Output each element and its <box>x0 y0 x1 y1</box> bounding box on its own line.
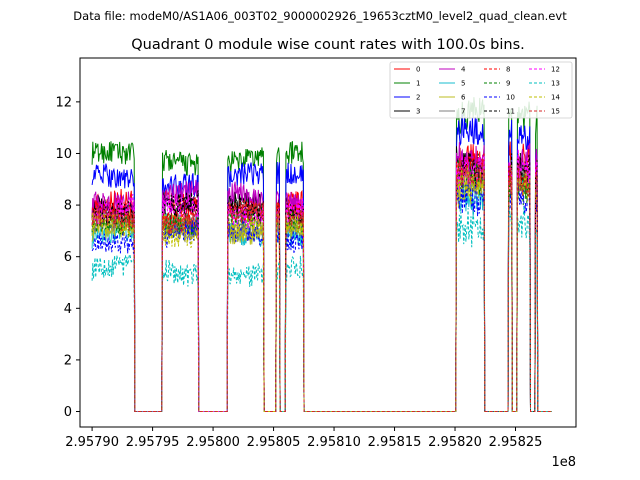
series-group <box>91 97 552 413</box>
y-tick-label: 0 <box>64 405 72 420</box>
legend-label-10: 10 <box>506 94 515 102</box>
legend-label-13: 13 <box>551 80 560 88</box>
x-tick-label: 2.95820 <box>428 435 482 450</box>
y-tick-label: 2 <box>64 353 72 368</box>
legend-label-0: 0 <box>416 66 420 74</box>
legend-label-6: 6 <box>461 94 466 102</box>
y-tick-label: 8 <box>64 199 72 214</box>
figure-suptitle: Data file: modeM0/AS1A06_003T02_90000029… <box>73 9 567 23</box>
legend-frame <box>389 61 573 119</box>
x-axis-offset-label: 1e8 <box>551 455 576 470</box>
x-tick-label: 2.95800 <box>186 435 240 450</box>
legend-label-8: 8 <box>506 66 510 74</box>
legend-label-5: 5 <box>461 80 465 88</box>
chart-title: Quadrant 0 module wise count rates with … <box>131 37 525 53</box>
x-tick-label: 2.95825 <box>489 435 543 450</box>
x-axis: 2.95790 2.95795 2.95800 2.95805 2.95810 2.958… <box>65 427 542 450</box>
legend-label-3: 3 <box>416 108 420 116</box>
y-tick-label: 12 <box>55 95 72 110</box>
series-line-13 <box>91 205 552 413</box>
y-tick-label: 4 <box>64 302 72 317</box>
legend-label-7: 7 <box>461 108 465 116</box>
x-tick-label: 2.95795 <box>126 435 180 450</box>
legend-label-9: 9 <box>506 80 510 88</box>
axes-frame <box>79 57 577 428</box>
legend-label-2: 2 <box>416 94 420 102</box>
x-tick-label: 2.95810 <box>307 435 361 450</box>
plot-area <box>79 57 577 428</box>
legend-label-12: 12 <box>551 66 560 74</box>
y-axis: 0 2 4 6 8 10 12 <box>55 95 80 420</box>
legend-label-14: 14 <box>551 94 560 102</box>
x-tick-label: 2.95805 <box>247 435 301 450</box>
y-tick-label: 6 <box>64 250 72 265</box>
x-tick-label: 2.95790 <box>65 435 119 450</box>
series-line-15 <box>91 157 552 413</box>
legend-label-1: 1 <box>416 80 420 88</box>
legend-label-15: 15 <box>551 108 560 116</box>
legend-label-11: 11 <box>506 108 515 116</box>
series-line-14 <box>91 166 552 413</box>
legend-label-4: 4 <box>461 66 466 74</box>
y-tick-label: 10 <box>55 147 72 162</box>
x-tick-label: 2.95815 <box>368 435 422 450</box>
series-line-12 <box>91 149 552 413</box>
